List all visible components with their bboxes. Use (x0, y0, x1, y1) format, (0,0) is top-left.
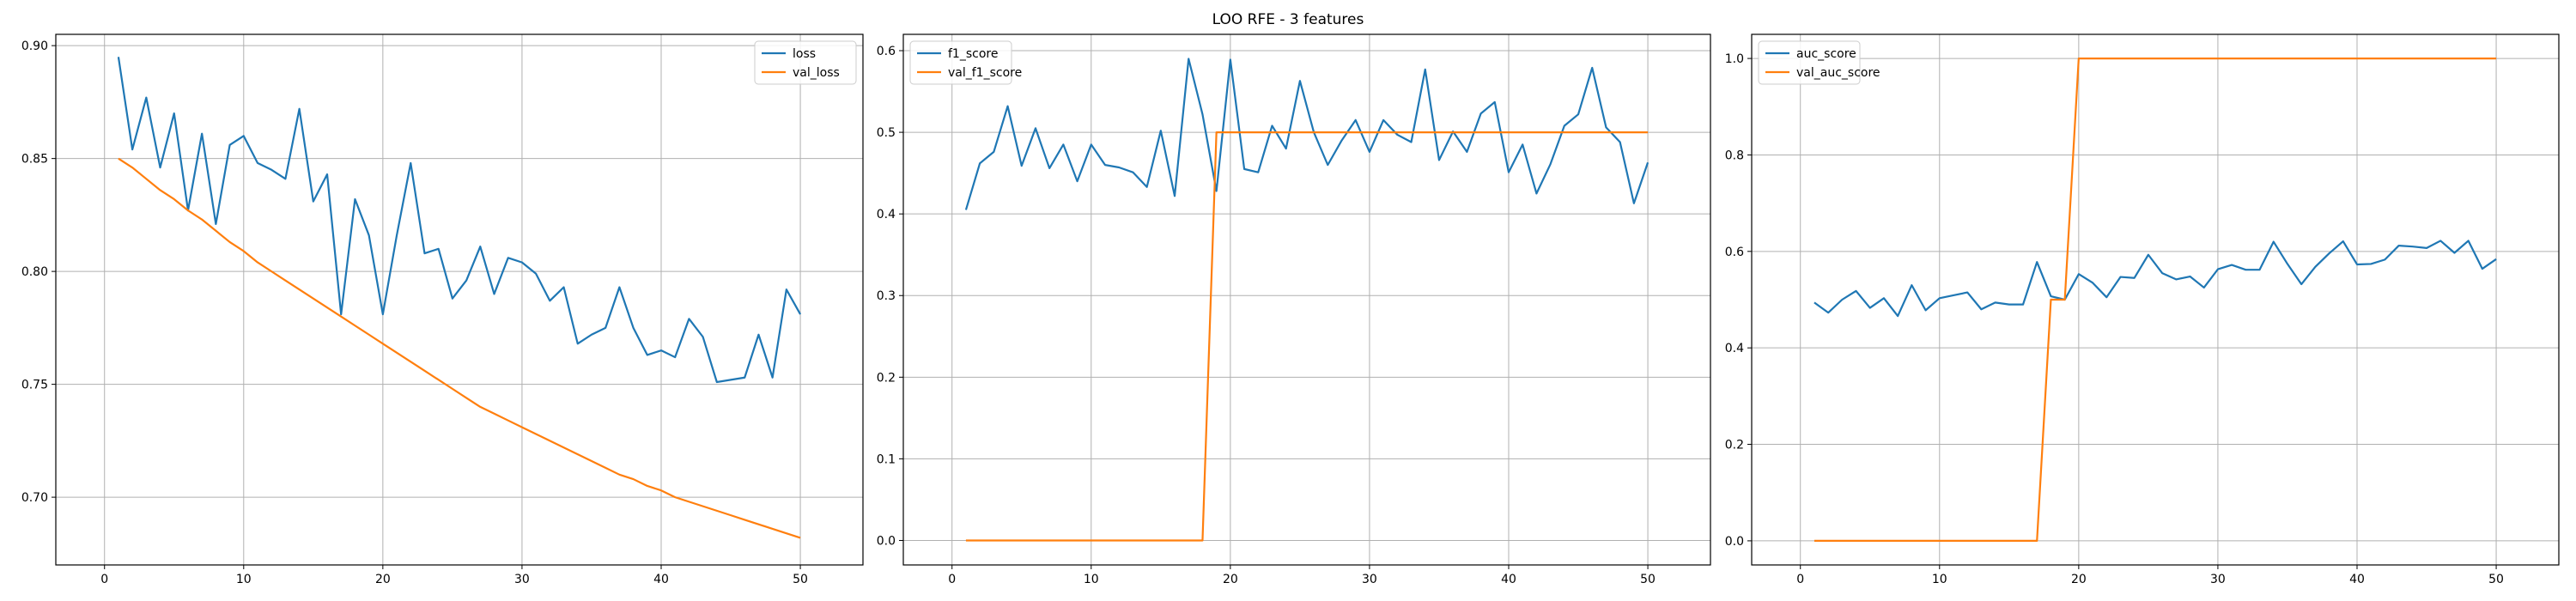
x-tick-label: 10 (1084, 573, 1099, 586)
y-tick-label: 0.4 (1725, 342, 1744, 355)
x-tick-label: 20 (375, 573, 391, 586)
y-tick-label: 0.0 (877, 534, 896, 548)
x-tick-label: 20 (1223, 573, 1238, 586)
x-tick-label: 50 (793, 573, 808, 586)
series-line-val-auc-score (1814, 57, 2497, 543)
axes-frame (55, 33, 864, 566)
x-tick-label: 0 (948, 573, 956, 586)
y-tick-label: 0.2 (877, 371, 896, 385)
y-tick-label: 0.6 (877, 45, 896, 58)
legend-label: val_f1_score (948, 66, 1022, 80)
y-tick-label: 0.90 (21, 39, 48, 53)
y-tick-label: 1.0 (1725, 52, 1744, 66)
y-tick-label: 0.85 (21, 153, 48, 167)
y-tick-label: 0.6 (1725, 246, 1744, 259)
x-tick-label: 10 (236, 573, 252, 586)
series-line-val-f1-score (965, 131, 1649, 542)
series-line-auc-score (1814, 240, 2497, 318)
legend-label: val_auc_score (1796, 66, 1880, 80)
series-line-val-loss (118, 157, 801, 539)
legend-label: auc_score (1796, 47, 1856, 61)
y-tick-label: 0.8 (1725, 149, 1744, 162)
x-tick-label: 40 (653, 573, 669, 586)
series-line-loss (117, 57, 802, 384)
y-tick-label: 0.5 (877, 126, 896, 140)
subplot-f1-score: 0 10 20 30 40 50 0.0 0.1 0.2 0.3 0.4 0.5 0.6 f1_score… (877, 33, 1711, 586)
legend-box (1758, 40, 1861, 85)
legend-label: f1_score (948, 47, 998, 61)
legend: f1_score val_f1_score (909, 40, 1022, 85)
y-tick-label: 0.4 (877, 208, 896, 222)
legend: auc_score val_auc_score (1758, 40, 1880, 85)
legend-box (909, 40, 1012, 85)
y-tick-label: 0.80 (21, 265, 48, 279)
y-tick-label: 0.70 (21, 491, 48, 505)
x-tick-label: 0 (1796, 573, 1804, 586)
x-tick-label: 10 (1932, 573, 1947, 586)
legend-label: val_loss (793, 66, 840, 80)
axes-frame (1751, 33, 2560, 566)
subplot-loss: 0 10 20 30 40 50 0.70 0.75 0.80 0.85 0.90 loss val_l… (21, 33, 864, 586)
legend: loss val_loss (754, 40, 857, 85)
x-tick-label: 0 (100, 573, 108, 586)
y-tick-label: 0.0 (1725, 535, 1744, 549)
legend-box (754, 40, 857, 85)
subplot-auc-score: 0 10 20 30 40 50 0.0 0.2 0.4 0.6 0.8 1.0 auc_scoreva… (1725, 33, 2560, 586)
x-tick-label: 40 (2349, 573, 2365, 586)
y-tick-label: 0.3 (877, 289, 896, 303)
x-tick-label: 40 (1501, 573, 1516, 586)
legend-label: loss (793, 47, 816, 61)
x-tick-label: 30 (2210, 573, 2226, 586)
y-tick-label: 0.1 (877, 452, 896, 466)
y-tick-label: 0.75 (21, 379, 48, 392)
x-tick-label: 50 (1640, 573, 1656, 586)
x-tick-label: 20 (2071, 573, 2087, 586)
series-line-f1-score (964, 58, 1649, 210)
axes-frame (902, 33, 1711, 566)
x-tick-label: 50 (2488, 573, 2504, 586)
y-tick-label: 0.2 (1725, 439, 1744, 452)
x-tick-label: 30 (1362, 573, 1377, 586)
figure-title: LOO RFE - 3 features (1212, 11, 1364, 28)
x-tick-label: 30 (514, 573, 530, 586)
